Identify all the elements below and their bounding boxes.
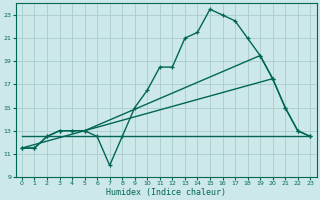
X-axis label: Humidex (Indice chaleur): Humidex (Indice chaleur) bbox=[106, 188, 226, 197]
